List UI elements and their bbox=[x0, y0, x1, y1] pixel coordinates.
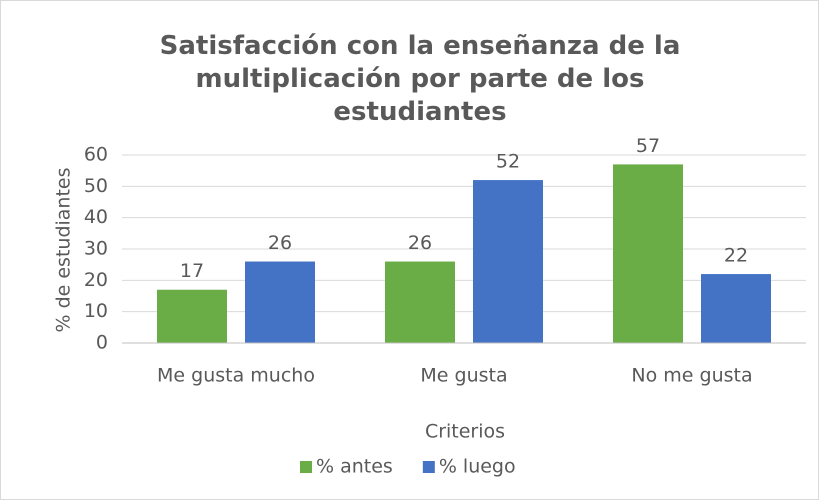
data-label: 57 bbox=[636, 135, 660, 157]
y-tick-label: 0 bbox=[96, 332, 108, 354]
bar bbox=[473, 180, 543, 343]
y-tick-label: 50 bbox=[84, 175, 108, 197]
data-label: 52 bbox=[496, 151, 520, 173]
x-axis-title: Criterios bbox=[425, 421, 505, 443]
legend-swatch bbox=[422, 461, 435, 473]
data-label: 17 bbox=[180, 260, 204, 282]
bar bbox=[613, 164, 683, 343]
bar bbox=[385, 261, 455, 343]
y-tick-label: 20 bbox=[84, 269, 108, 291]
legend-label: % antes bbox=[316, 456, 393, 478]
data-label: 26 bbox=[268, 232, 292, 254]
bar bbox=[245, 261, 315, 343]
y-tick-label: 30 bbox=[84, 238, 108, 260]
legend-swatch bbox=[300, 461, 312, 473]
y-tick-label: 60 bbox=[84, 144, 108, 166]
data-label: 26 bbox=[408, 232, 432, 254]
bar bbox=[701, 274, 771, 343]
x-tick-label: Me gusta mucho bbox=[157, 365, 315, 387]
bar bbox=[157, 289, 227, 343]
data-label: 22 bbox=[724, 245, 748, 267]
x-tick-label: No me gusta bbox=[631, 365, 752, 387]
x-tick-label: Me gusta bbox=[420, 365, 507, 387]
y-tick-label: 40 bbox=[84, 206, 108, 228]
legend-label: % luego bbox=[439, 456, 516, 478]
chart-title: Satisfacción con la enseñanza de la mult… bbox=[159, 31, 681, 127]
y-axis-title: % de estudiantes bbox=[53, 167, 75, 332]
y-tick-label: 10 bbox=[84, 300, 108, 322]
